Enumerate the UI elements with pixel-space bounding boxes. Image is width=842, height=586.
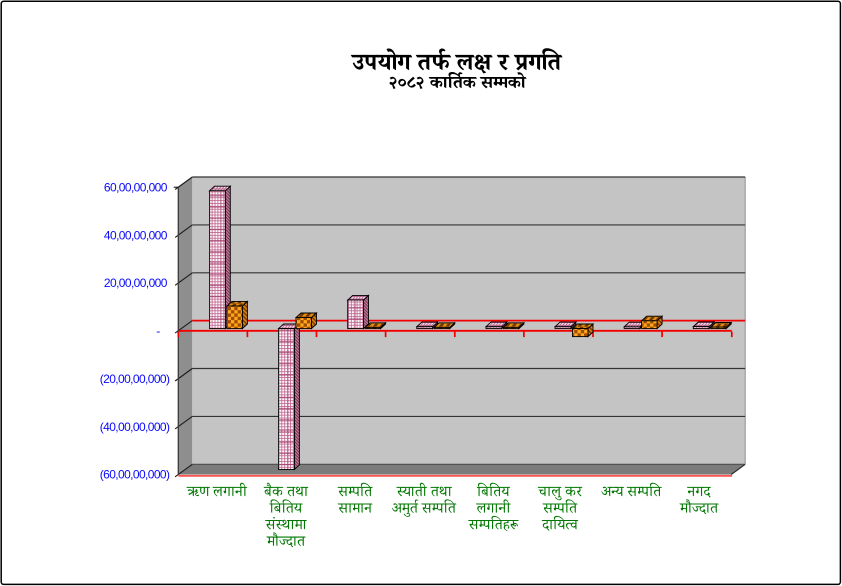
svg-text:40,00,00,000: 40,00,00,000 [104, 228, 168, 242]
svg-text:60,00,00,000: 60,00,00,000 [104, 180, 168, 194]
svg-text:(20,00,00,000): (20,00,00,000) [100, 372, 170, 386]
svg-text:(60,00,00,000): (60,00,00,000) [100, 468, 170, 482]
svg-text:(40,00,00,000): (40,00,00,000) [100, 420, 170, 434]
svg-text:20,00,00,000: 20,00,00,000 [104, 276, 168, 290]
svg-text:-: - [156, 324, 160, 338]
